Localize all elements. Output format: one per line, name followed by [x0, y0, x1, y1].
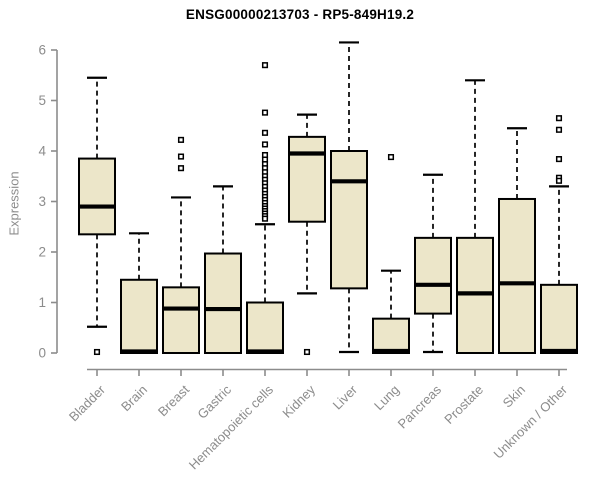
- boxplot-box-skin: [498, 127, 536, 354]
- x-tick-label: Unknown / Other: [491, 382, 571, 462]
- x-tick-label: Bladder: [66, 382, 109, 425]
- x-tick-label: Brain: [118, 382, 150, 414]
- outlier-point: [303, 348, 311, 356]
- y-tick-label: 3: [38, 194, 46, 209]
- y-tick-label: 2: [38, 245, 46, 260]
- y-tick-label: 0: [38, 346, 46, 361]
- outlier-point: [177, 165, 185, 172]
- outlier-point: [261, 129, 269, 136]
- outlier-point: [555, 115, 563, 122]
- box-iqr: [372, 317, 410, 355]
- x-tick-label: Lung: [371, 382, 402, 413]
- outlier-point: [555, 156, 563, 163]
- box-iqr: [246, 301, 284, 354]
- boxplot-box-prostate: [456, 79, 494, 354]
- y-tick-label: 5: [38, 93, 46, 108]
- boxplot-box-breast: [162, 136, 200, 355]
- boxplot-box-unknown-other: [540, 115, 578, 355]
- boxplot-box-kidney: [288, 113, 326, 356]
- outlier-point: [261, 109, 269, 116]
- box-iqr: [120, 278, 158, 354]
- boxplot-box-pancreas: [414, 173, 452, 354]
- outlier-point: [261, 215, 269, 222]
- x-tick-label: Prostate: [441, 382, 486, 427]
- box-iqr: [162, 286, 200, 355]
- outlier-point: [93, 348, 101, 356]
- outlier-point: [261, 141, 269, 148]
- box-iqr: [288, 135, 326, 223]
- boxplot-box-brain: [120, 232, 158, 354]
- outlier-point: [387, 154, 395, 161]
- x-tick-label: Kidney: [279, 382, 318, 421]
- box-iqr: [330, 150, 368, 290]
- boxplot-box-liver: [330, 41, 368, 354]
- boxplot-box-gastric: [204, 185, 242, 354]
- x-tick-label: Skin: [500, 382, 528, 410]
- boxplot-box-hematopoietic-cells: [246, 62, 284, 354]
- x-tick-label: Pancreas: [395, 382, 445, 432]
- y-tick-label: 1: [38, 295, 46, 310]
- box-iqr: [414, 236, 452, 315]
- outlier-point: [177, 136, 185, 143]
- boxplot-box-bladder: [78, 76, 116, 356]
- chart-title: ENSG00000213703 - RP5-849H19.2: [185, 7, 415, 22]
- boxplot-box-lung: [372, 154, 410, 355]
- outlier-point: [555, 177, 563, 184]
- outlier-point: [177, 153, 185, 160]
- y-tick-label: 6: [38, 43, 46, 58]
- box-iqr: [204, 252, 242, 354]
- box-iqr: [498, 197, 536, 354]
- box-iqr: [540, 283, 578, 355]
- x-tick-label: Gastric: [194, 382, 234, 422]
- outlier-point: [555, 126, 563, 133]
- x-tick-label: Liver: [330, 382, 361, 413]
- outlier-point: [261, 62, 269, 69]
- x-tick-label: Breast: [155, 382, 192, 419]
- y-tick-label: 4: [38, 144, 46, 159]
- box-iqr: [78, 157, 116, 236]
